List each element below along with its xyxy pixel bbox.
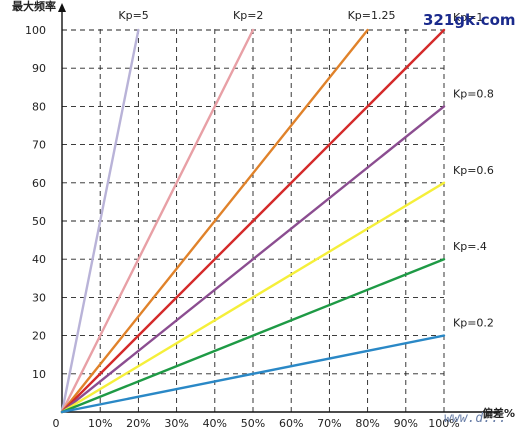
series-label: Kp=.4 xyxy=(453,240,487,253)
series-label: Kp=5 xyxy=(118,9,148,22)
x-tick-label: 60% xyxy=(279,417,303,428)
tick-labels: 10 20 30 40 50 60 70 80 90 100 0 10% 20% 30% 40% 50% 60%… xyxy=(25,24,460,428)
y-tick-label: 40 xyxy=(32,253,46,266)
x-tick-label: 0 xyxy=(53,417,60,428)
series-label: Kp=0.2 xyxy=(453,317,494,330)
x-tick-label: 70% xyxy=(317,417,341,428)
series-label: Kp=2 xyxy=(233,9,263,22)
y-tick-label: 10 xyxy=(32,368,46,381)
y-tick-label: 70 xyxy=(32,139,46,152)
series-line xyxy=(60,258,446,414)
x-tick-label: 80% xyxy=(355,417,379,428)
y-tick-label: 90 xyxy=(32,62,46,75)
series-label: Kp=1 xyxy=(453,11,483,24)
y-tick-label: 20 xyxy=(32,330,46,343)
series-labels: Kp=5 Kp=2 Kp=1.25 Kp=1 Kp=0.8 Kp=0.6 Kp=.4 Kp=0… xyxy=(118,9,494,330)
y-tick-label: 50 xyxy=(32,215,46,228)
x-axis-label: 偏差% xyxy=(482,406,515,420)
watermark-url: www.d... xyxy=(444,411,507,426)
series-line xyxy=(60,28,369,414)
series-line xyxy=(60,105,446,414)
y-tick-label: 80 xyxy=(32,100,46,113)
series-line xyxy=(60,181,446,414)
x-tick-label: 10% xyxy=(88,417,112,428)
series-label: Kp=0.8 xyxy=(453,87,494,100)
x-tick-label: 30% xyxy=(164,417,188,428)
x-tick-label: 40% xyxy=(203,417,227,428)
series-label: Kp=0.6 xyxy=(453,164,494,177)
y-tick-label: 30 xyxy=(32,291,46,304)
x-tick-label: 50% xyxy=(241,417,265,428)
axes xyxy=(58,3,500,413)
x-tick-label: 100% xyxy=(428,417,459,428)
watermark-logo: 321gk.com xyxy=(423,11,516,29)
series-line xyxy=(60,28,255,414)
series-group xyxy=(60,28,446,414)
series-line xyxy=(60,28,140,414)
x-tick-label: 20% xyxy=(126,417,150,428)
y-tick-label: 100 xyxy=(25,24,46,37)
y-axis-label: 最大频率 xyxy=(12,0,56,13)
series-label: Kp=1.25 xyxy=(348,9,396,22)
y-tick-label: 60 xyxy=(32,177,46,190)
x-tick-label: 90% xyxy=(394,417,418,428)
y-axis-arrow xyxy=(58,3,66,12)
grid xyxy=(62,28,445,412)
series-line xyxy=(60,28,446,414)
series-line xyxy=(60,334,446,414)
